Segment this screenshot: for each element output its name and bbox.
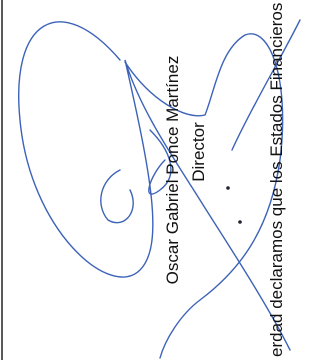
ink-dot	[238, 220, 242, 224]
signatory-title: Director	[189, 122, 208, 182]
ink-dot	[226, 186, 230, 190]
page: Oscar Gabriel Ponce Martínez Director er…	[0, 0, 320, 360]
signatory-name: Oscar Gabriel Ponce Martínez	[163, 56, 182, 285]
document-scan: Oscar Gabriel Ponce Martínez Director er…	[0, 0, 303, 360]
statement-text: erdad declaramos que los Estados Financi…	[267, 3, 286, 357]
